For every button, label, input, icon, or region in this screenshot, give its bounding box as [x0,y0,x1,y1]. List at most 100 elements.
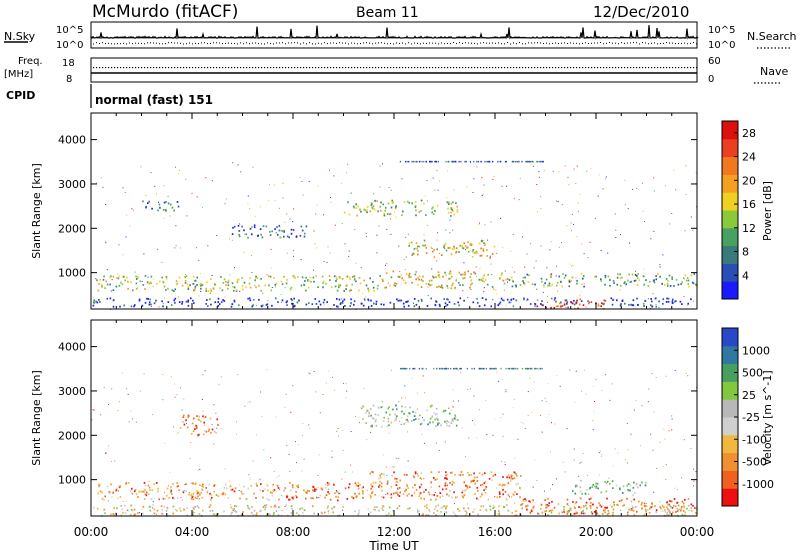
nave-point [609,67,611,69]
power-echo-cell [225,284,227,287]
power-noise-cell [143,253,145,255]
velocity-noise-cell [351,471,353,473]
velocity-echo-cell [215,432,217,434]
velocity-far-echo-cell [489,367,491,370]
velocity-noise-cell [175,509,176,510]
power-noise-cell [268,199,270,201]
velocity-noise-cell [502,413,504,415]
velocity-echo-cell [273,489,276,491]
velocity-echo-cell [528,500,530,502]
power-echo-cell [153,302,156,305]
power-noise-cell [487,239,489,241]
power-echo-cell [187,288,190,290]
velocity-noise-cell [342,430,344,431]
velocity-echo-cell [312,486,315,488]
power-noise-cell [105,204,107,205]
power-echo-cell [444,242,447,245]
velocity-echo-cell [392,509,394,512]
velocity-noise-cell [355,415,356,417]
power-echo-cell [292,229,295,231]
nsearch-point [324,42,325,44]
nave-point [132,67,134,69]
nave-point [618,67,620,69]
nave-point [216,67,218,69]
velocity-noise-cell [161,513,163,515]
velocity-noise-cell [105,452,106,454]
velocity-echo-cell [633,498,635,501]
power-echo-cell [534,305,536,308]
velocity-echo-cell [596,506,598,509]
power-echo-cell [391,202,394,204]
velocity-echo-cell [364,422,367,424]
velocity-noise-cell [337,428,339,429]
velocity-echo-cell [354,482,357,485]
velocity-echo-cell [406,474,408,476]
power-echo-cell [372,286,375,289]
velocity-echo-cell [399,491,402,494]
power-echo-cell [459,244,461,247]
power-noise-cell [126,214,128,216]
power-far-echo-cell [487,160,489,163]
power-echo-cell [415,209,417,212]
power-echo-cell [570,301,573,304]
velocity-noise-cell [203,424,205,426]
velocity-echo-cell [260,509,262,512]
velocity-noise-cell [519,496,521,498]
power-echo-cell [118,284,121,287]
power-echo-cell [655,297,657,300]
power-echo-cell [523,282,526,285]
power-colorbar-tick-label: 16 [742,198,756,211]
velocity-echo-cell [573,512,576,515]
power-echo-cell [658,300,660,303]
power-echo-cell [326,301,328,303]
power-echo-cell [308,279,310,282]
velocity-echo-cell [377,406,380,409]
power-echo-cell [505,278,507,281]
nave-point [96,67,98,69]
power-echo-cell [261,304,264,307]
nsearch-tick-bottom: 10^0 [708,40,735,51]
velocity-echo-cell [361,487,363,490]
power-echo-cell [619,304,622,307]
power-echo-cell [438,276,441,279]
nave-point [279,67,281,69]
velocity-echo-cell [381,489,383,492]
velocity-echo-cell [428,510,431,513]
velocity-echo-cell [537,512,539,515]
power-echo-cell [483,280,486,283]
power-echo-cell [290,298,293,300]
velocity-far-echo-cell [453,367,455,370]
velocity-echo-cell [230,513,232,516]
velocity-echo-cell [661,504,664,507]
velocity-echo-cell [490,471,493,473]
power-echo-cell [408,274,410,277]
velocity-echo-cell [695,512,697,514]
power-echo-cell [209,298,211,301]
velocity-echo-cell [124,504,126,507]
velocity-far-echo-cell [406,367,408,370]
velocity-echo-cell [633,481,635,484]
velocity-noise-cell [276,476,278,478]
power-echo-cell [473,271,475,274]
power-echo-cell [435,300,438,303]
velocity-far-echo-cell [439,367,441,370]
power-echo-cell [399,299,401,302]
velocity-echo-cell [606,506,608,509]
nsearch-point [369,42,370,44]
power-noise-cell [568,184,570,186]
power-noise-cell [683,296,685,298]
power-echo-cell [248,297,251,300]
power-echo-cell [175,280,178,282]
power-noise-cell [389,218,391,220]
velocity-noise-cell [404,422,406,424]
power-noise-cell [571,213,573,215]
velocity-noise-cell [444,441,446,443]
velocity-noise-cell [648,388,650,390]
velocity-noise-cell [559,385,561,387]
power-echo-cell [449,270,452,273]
velocity-noise-cell [180,387,181,389]
power-colorbar-tick-label: 12 [742,222,756,235]
power-noise-cell [549,249,551,251]
power-echo-cell [221,289,224,292]
power-echo-cell [270,289,273,292]
